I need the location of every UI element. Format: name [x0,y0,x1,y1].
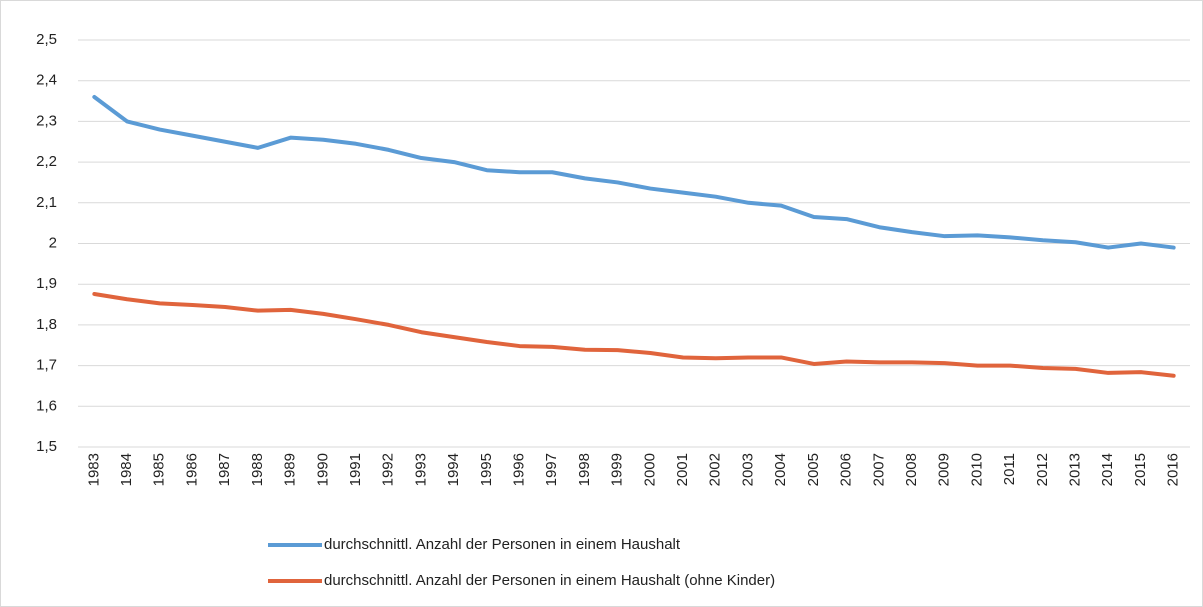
x-tick-label: 2013 [1066,453,1083,486]
x-tick-label: 2016 [1165,453,1182,486]
x-tick-label: 1995 [478,453,495,486]
x-tick-label: 1997 [543,453,560,486]
y-tick-label: 1,8 [36,316,57,333]
y-tick-label: 1,6 [36,397,57,414]
y-tick-label: 2,1 [36,194,57,211]
x-tick-label: 1999 [609,453,626,486]
x-tick-label: 1988 [249,453,266,486]
x-tick-label: 2015 [1132,453,1149,486]
y-tick-label: 2,3 [36,112,57,129]
data-line [92,291,1176,378]
x-tick-label: 2006 [838,453,855,486]
y-tick-label: 1,5 [36,438,57,455]
x-tick-label: 2007 [870,453,887,486]
x-tick-label: 1983 [85,453,102,486]
x-tick-label: 1998 [576,453,593,486]
y-tick-label: 2,5 [36,31,57,48]
legend-label: durchschnittl. Anzahl der Personen in ei… [324,572,775,589]
y-tick-label: 1,7 [36,357,57,374]
x-tick-label: 1991 [347,453,364,486]
x-tick-label: 2002 [707,453,724,486]
x-tick-label: 2003 [739,453,756,486]
x-tick-label: 1984 [118,453,135,486]
x-tick-label: 2001 [674,453,691,486]
x-tick-label: 2000 [641,453,658,486]
x-tick-label: 1994 [445,453,462,486]
x-tick-label: 1992 [380,453,397,486]
x-tick-label: 2010 [968,453,985,486]
x-tick-label: 1986 [183,453,200,486]
y-tick-label: 2,2 [36,153,57,170]
x-tick-label: 1987 [216,453,233,486]
y-tick-label: 2 [49,234,57,251]
x-tick-label: 1989 [282,453,299,486]
x-tick-label: 2011 [1001,453,1018,485]
x-tick-label: 2008 [903,453,920,486]
y-tick-label: 2,4 [36,72,57,89]
x-tick-label: 1990 [314,453,331,486]
x-tick-label: 2012 [1034,453,1051,486]
legend-label: durchschnittl. Anzahl der Personen in ei… [324,536,681,553]
x-tick-label: 1996 [510,453,527,486]
data-line [92,94,1176,250]
x-tick-label: 2005 [805,453,822,486]
x-tick-label: 1985 [151,453,168,486]
y-tick-label: 1,9 [36,275,57,292]
x-tick-label: 2014 [1099,453,1116,486]
x-tick-label: 2004 [772,453,789,486]
x-tick-label: 1993 [412,453,429,486]
x-tick-label: 2009 [936,453,953,486]
